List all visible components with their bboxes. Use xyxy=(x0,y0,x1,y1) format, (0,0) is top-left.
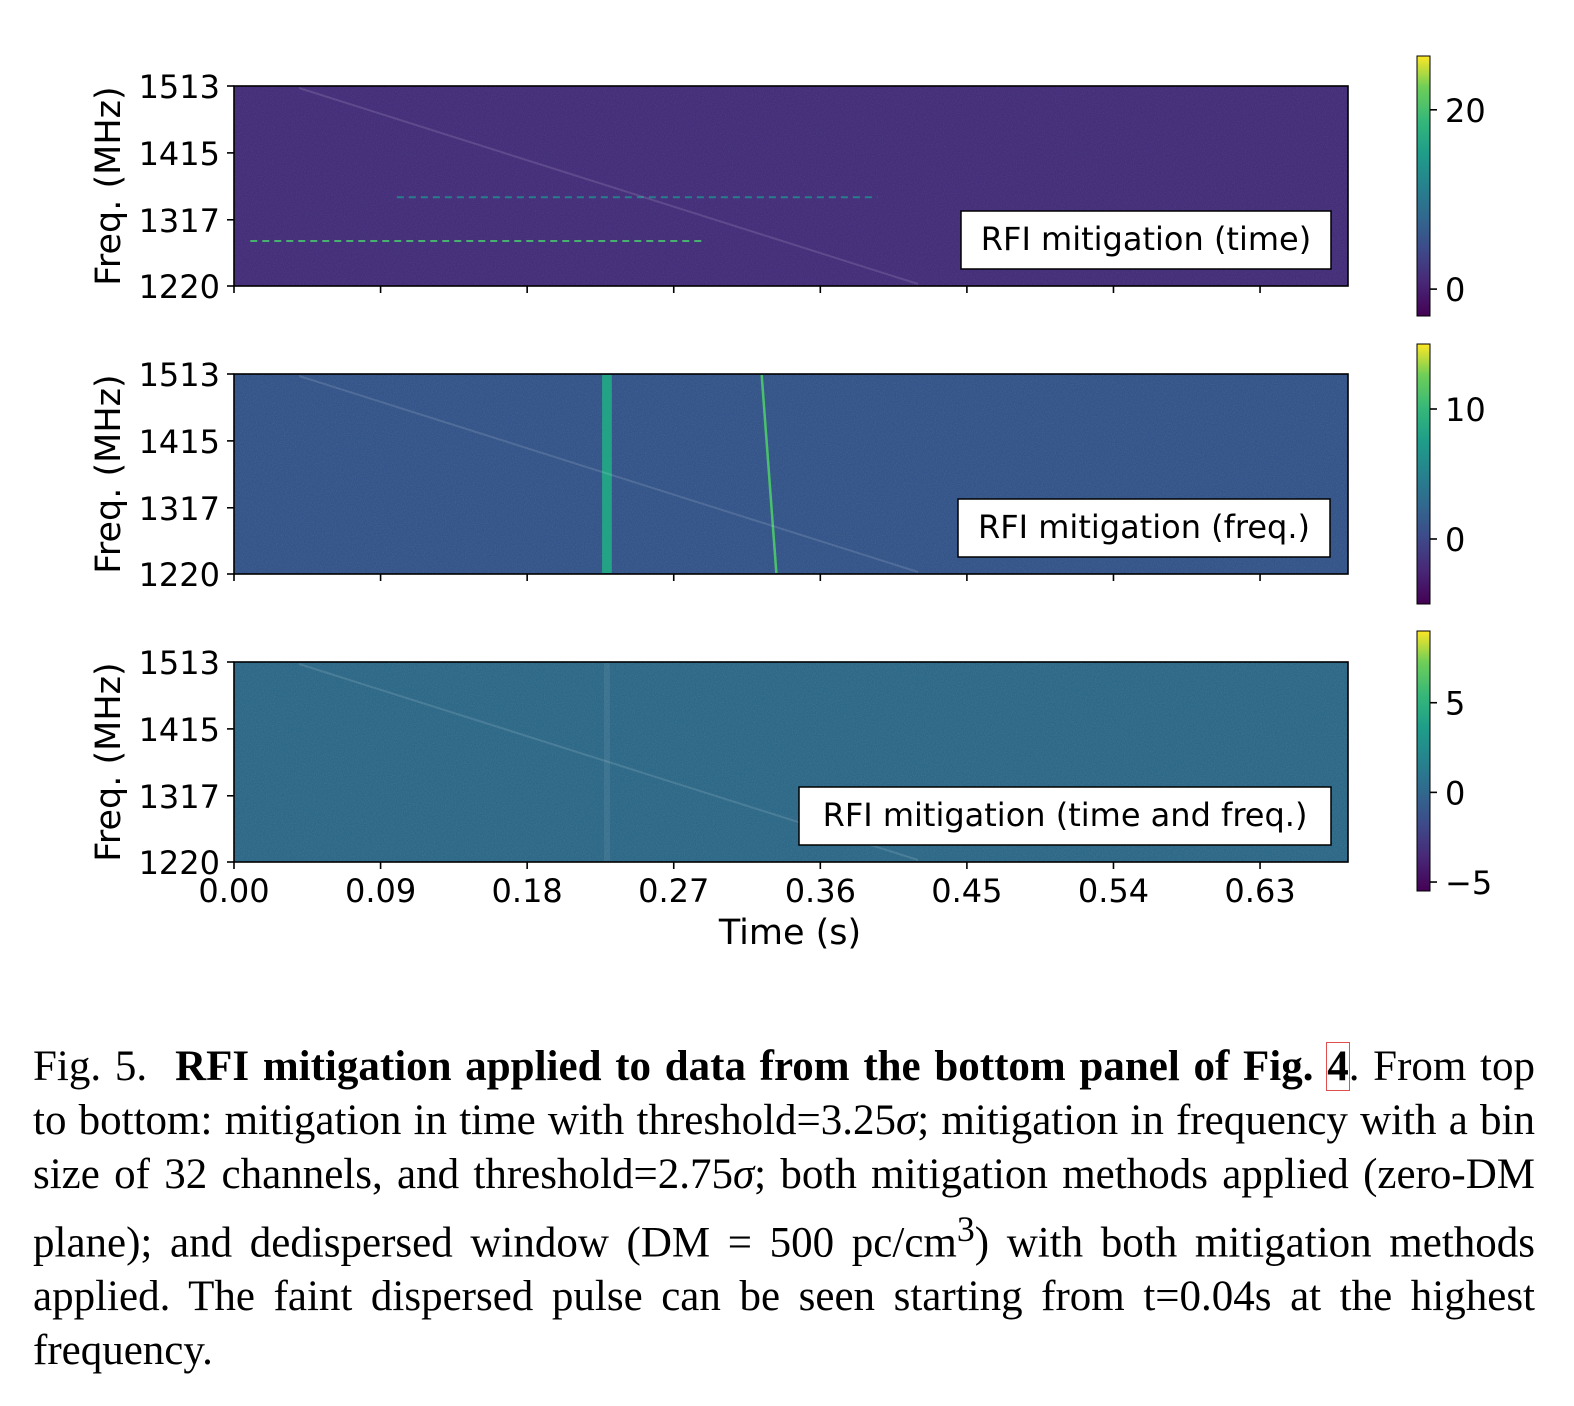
y-tick-label: 1415 xyxy=(139,135,220,173)
colorbar-frame xyxy=(1416,55,1431,317)
y-tick-label: 1513 xyxy=(139,356,220,394)
y-tick-label: 1220 xyxy=(139,268,220,306)
annotation-box: RFI mitigation (time) xyxy=(960,210,1332,270)
y-tick-label: 1513 xyxy=(139,68,220,106)
x-tick-label: 0.18 xyxy=(492,872,563,910)
x-tick-label: 0.00 xyxy=(198,872,269,910)
rfi-vertical-band xyxy=(602,375,612,573)
colorbar-ticks: 20 0 xyxy=(1416,55,1486,317)
heatmap-features xyxy=(298,374,919,574)
y-tick-label: 1415 xyxy=(139,711,220,749)
panel-rfi-freq: 1513 1415 1317 1220 Freq. (MHz) RFI mitigat… xyxy=(89,343,1486,605)
x-axis: 0.00 0.09 0.18 0.27 0.36 0.45 0.54 0.63 xyxy=(198,862,1296,910)
caption-sigma-2: σ xyxy=(732,1151,755,1198)
caption-text-4: ) with both mitigation methods applied. … xyxy=(33,1219,1535,1375)
panel-rfi-time: 1513 1415 1317 1220 Freq. (MHz) RFI mitigat… xyxy=(89,55,1486,317)
y-tick-label: 1317 xyxy=(139,490,220,528)
x-tick-label: 0.45 xyxy=(931,872,1002,910)
x-axis-label: Time (s) xyxy=(718,913,861,953)
colorbar: 20 0 xyxy=(1416,55,1486,317)
y-tick-label: 1415 xyxy=(139,423,220,461)
colorbar-tick-label: 0 xyxy=(1445,521,1465,559)
y-axis-label: Freq. (MHz) xyxy=(89,86,129,285)
x-tick-label: 0.27 xyxy=(638,872,709,910)
colorbar-tick-label: −5 xyxy=(1445,864,1492,902)
caption-sigma-1: σ xyxy=(896,1097,918,1144)
y-axis-label: Freq. (MHz) xyxy=(89,374,129,573)
colorbar-tick-label: 20 xyxy=(1445,92,1486,130)
caption-superscript: 3 xyxy=(956,1209,975,1249)
faint-dispersed-pulse xyxy=(298,87,919,285)
colorbar-tick-label: 10 xyxy=(1445,391,1486,429)
annotation-box: RFI mitigation (time and freq.) xyxy=(798,786,1332,846)
x-axis xyxy=(233,286,1261,293)
caption-text-3: ; both mitigation methods applied (zero-… xyxy=(33,1151,1535,1267)
colorbar-tick-label: 0 xyxy=(1445,774,1465,812)
y-axis: 1513 1415 1317 1220 xyxy=(139,68,234,306)
x-tick-label: 0.54 xyxy=(1078,872,1149,910)
y-tick-label: 1220 xyxy=(139,844,220,882)
y-axis: 1513 1415 1317 1220 xyxy=(139,356,234,594)
plot-frame xyxy=(233,85,1349,287)
annotation-label: RFI mitigation (time) xyxy=(981,220,1311,258)
annotation-box: RFI mitigation (freq.) xyxy=(957,498,1331,558)
rfi-dispersed-line xyxy=(760,374,778,574)
colorbar-ticks: 5 0 −5 xyxy=(1416,630,1492,902)
colorbar-frame xyxy=(1416,630,1431,892)
colorbar-ticks: 10 0 xyxy=(1416,343,1486,605)
y-tick-label: 1513 xyxy=(139,644,220,682)
y-tick-label: 1220 xyxy=(139,556,220,594)
caption-text-1: . From top to bottom: mitigation in time… xyxy=(33,1043,1535,1144)
colorbar: 5 0 −5 xyxy=(1416,630,1492,902)
annotation-label: RFI mitigation (time and freq.) xyxy=(823,796,1308,834)
figure: 1513 1415 1317 1220 Freq. (MHz) RFI mitigat… xyxy=(89,55,1492,953)
panel-rfi-time-and-freq: 1513 1415 1317 1220 0.00 0.09 0.18 0.27 0.36 0.4… xyxy=(89,630,1492,953)
y-tick-label: 1317 xyxy=(139,202,220,240)
figure-caption: Fig. 5. RFI mitigation applied to data fr… xyxy=(33,1040,1535,1378)
y-axis-label: Freq. (MHz) xyxy=(89,662,129,861)
y-tick-label: 1317 xyxy=(139,778,220,816)
caption-figure-link[interactable]: 4 xyxy=(1326,1042,1350,1091)
colorbar-tick-label: 0 xyxy=(1445,271,1465,309)
annotation-label: RFI mitigation (freq.) xyxy=(978,508,1310,546)
faint-dispersed-pulse xyxy=(298,375,919,573)
y-axis: 1513 1415 1317 1220 xyxy=(139,644,234,882)
caption-bold-title: RFI mitigation applied to data from the … xyxy=(175,1043,1314,1090)
caption-fig-label: Fig. 5. xyxy=(33,1043,148,1090)
heatmap-features xyxy=(250,87,919,285)
plot-frame xyxy=(233,661,1349,863)
colorbar-frame xyxy=(1416,343,1431,605)
x-tick-label: 0.09 xyxy=(345,872,416,910)
faint-vertical-residual xyxy=(603,663,610,861)
caption-text-2: ; mitigation in frequency with a bin siz… xyxy=(33,1097,1535,1198)
plot-frame xyxy=(233,373,1349,575)
colorbar-tick-label: 5 xyxy=(1445,685,1465,723)
x-tick-label: 0.63 xyxy=(1224,872,1295,910)
x-axis xyxy=(233,574,1261,581)
colorbar: 10 0 xyxy=(1416,343,1486,605)
x-tick-label: 0.36 xyxy=(785,872,856,910)
